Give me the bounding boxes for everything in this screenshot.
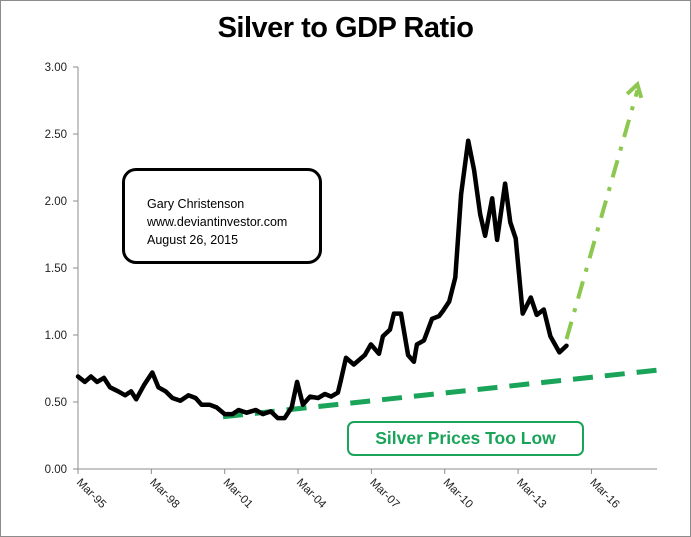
- author-name: Gary Christenson: [147, 197, 245, 211]
- y-tick-label: 2.00: [45, 196, 67, 208]
- arrowhead-icon: [625, 80, 644, 99]
- x-tick-label: Mar-01: [221, 477, 255, 511]
- silver-prices-too-low-callout: Silver Prices Too Low: [347, 421, 584, 456]
- overlays: [222, 80, 661, 420]
- y-tick-label: 2.50: [45, 129, 67, 141]
- chart-title: Silver to GDP Ratio: [217, 12, 474, 44]
- green-dashed-trend-line: [222, 367, 661, 420]
- author-info-box: Gary Christenson www.deviantinvestor.com…: [122, 168, 322, 264]
- author-website: www.deviantinvestor.com: [147, 215, 288, 229]
- y-tick-label: 3.00: [45, 62, 67, 74]
- publish-date: August 26, 2015: [147, 233, 239, 247]
- x-tick-label: Mar-04: [294, 477, 329, 512]
- green-dash-dot-arrow-line: [564, 89, 640, 340]
- x-tick-label: Mar-13: [514, 477, 548, 511]
- x-tick-label: Mar-16: [587, 477, 621, 511]
- x-tick-label: Mar-07: [367, 477, 401, 511]
- y-tick-label: 1.00: [45, 330, 67, 342]
- y-tick-label: 1.50: [45, 263, 67, 275]
- x-tick-label: Mar-95: [74, 477, 108, 511]
- y-tick-label: 0.50: [45, 397, 67, 409]
- x-tick-label: Mar-10: [441, 477, 475, 511]
- series-group: [75, 138, 569, 421]
- y-tick-label: 0.00: [45, 464, 67, 476]
- series-line: [75, 138, 569, 421]
- x-tick-label: Mar-98: [147, 477, 181, 511]
